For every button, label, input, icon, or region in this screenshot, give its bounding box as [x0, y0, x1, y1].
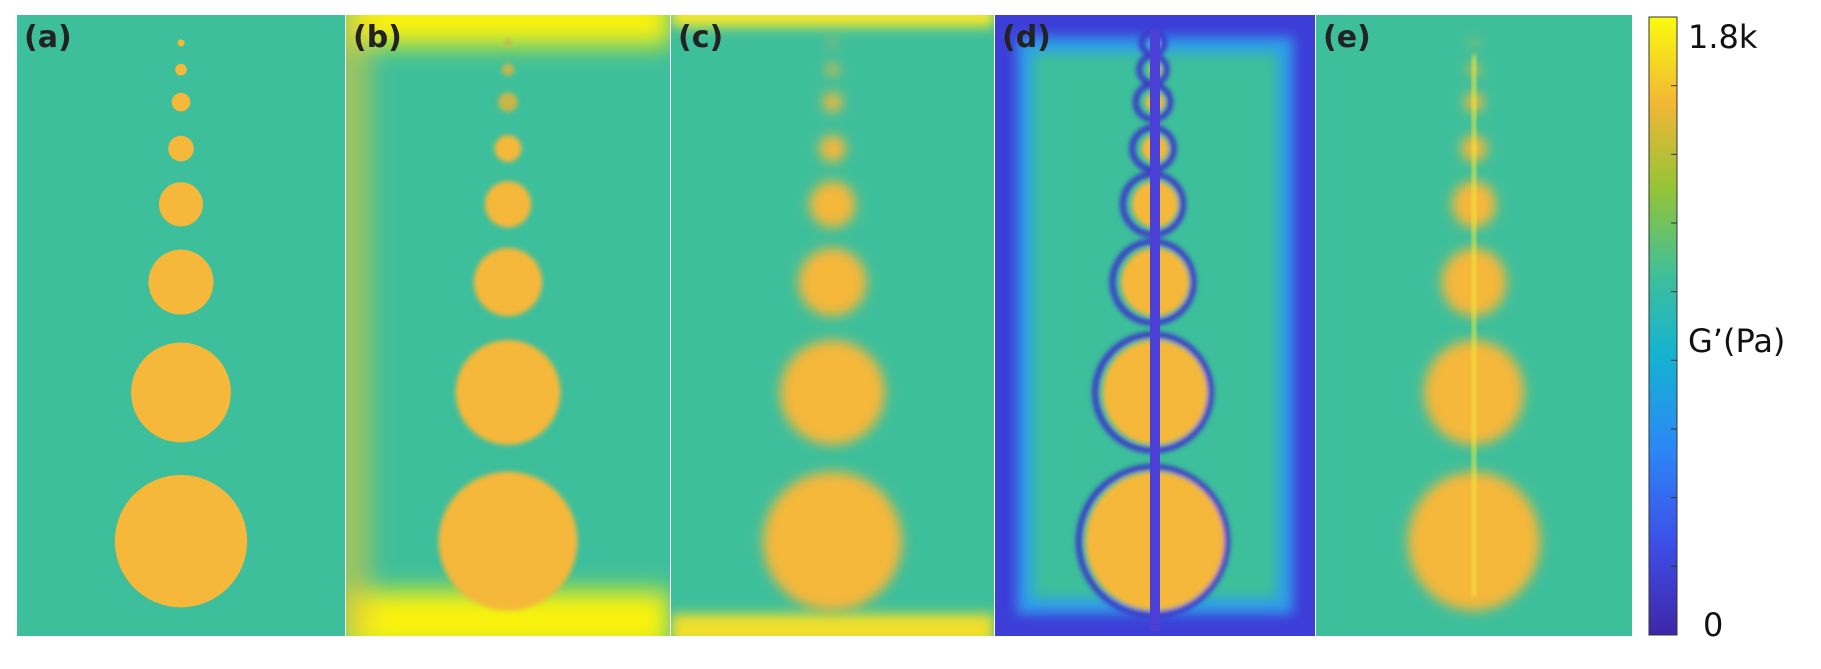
inclusion	[762, 471, 903, 611]
panel-label: (a)	[24, 20, 72, 55]
artifact-band	[671, 15, 994, 636]
inclusion	[171, 92, 191, 112]
inclusion	[504, 39, 512, 47]
artifact-band	[346, 15, 670, 636]
inclusion	[501, 63, 515, 76]
center-artifact	[1150, 30, 1160, 631]
inclusion	[455, 340, 561, 445]
inclusion	[798, 247, 867, 317]
artifact	[346, 15, 371, 636]
panels: (a) (b) (c) (d) (e)	[17, 15, 1632, 636]
panel-label: (b)	[353, 20, 402, 55]
inclusion	[826, 63, 839, 76]
colorbar-title: G’(Pa)	[1688, 322, 1785, 360]
inclusions	[762, 39, 903, 611]
panel-label: (d)	[1002, 20, 1051, 55]
inclusion	[828, 39, 837, 47]
colorbar: 1.8k 0 G’(Pa)	[1648, 16, 1785, 644]
panel-label: (c)	[678, 20, 723, 55]
inclusion	[131, 342, 231, 443]
inclusion	[809, 181, 856, 228]
inclusions	[114, 39, 248, 608]
panel	[17, 15, 345, 636]
inclusion	[148, 249, 214, 315]
inclusion	[822, 92, 843, 112]
colorbar-max-label: 1.8k	[1688, 18, 1758, 56]
inclusion	[819, 135, 846, 162]
colorbar-min-label: 0	[1703, 606, 1723, 644]
inclusion	[114, 474, 248, 608]
inclusion	[494, 135, 522, 162]
inclusion	[1470, 39, 1478, 47]
center-artifact	[1472, 55, 1476, 596]
panel	[671, 15, 994, 636]
inclusion	[177, 39, 185, 47]
panel	[995, 15, 1315, 636]
artifact	[671, 614, 994, 636]
panel-label: (e)	[1323, 20, 1371, 55]
inclusion	[158, 182, 204, 227]
inclusion	[498, 92, 518, 112]
artifact	[671, 15, 994, 27]
inclusion	[175, 63, 187, 76]
inclusion	[780, 340, 885, 445]
inclusion	[484, 181, 532, 228]
inclusion	[438, 471, 578, 611]
inclusion	[168, 135, 194, 162]
inclusion	[473, 247, 543, 317]
panel	[346, 15, 670, 636]
panel	[1316, 15, 1632, 636]
colorbar-gradient	[1648, 16, 1678, 636]
inclusions	[438, 39, 578, 611]
